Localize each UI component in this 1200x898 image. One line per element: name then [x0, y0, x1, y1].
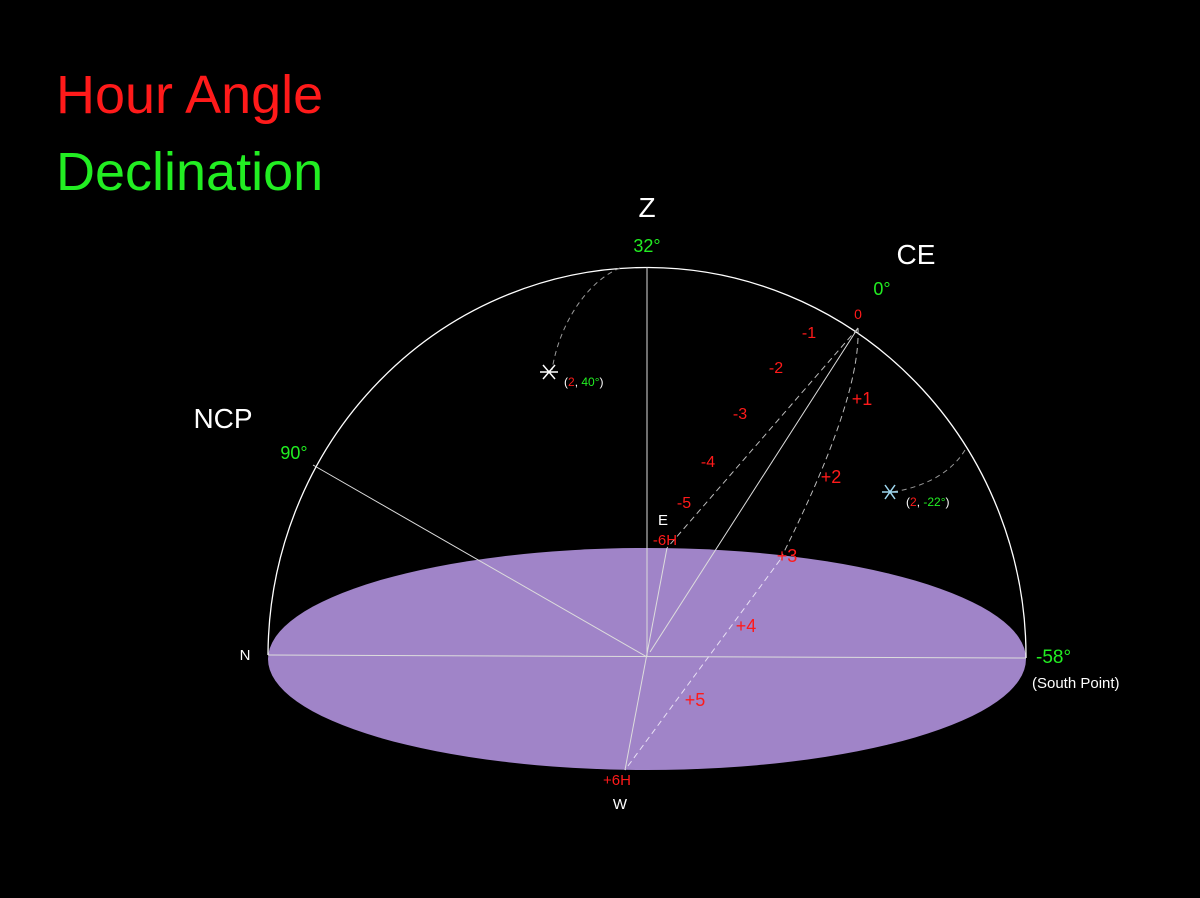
hour-label: +1 — [852, 389, 873, 409]
hour-label: +6H — [603, 772, 631, 789]
star-label-part: , — [917, 495, 924, 509]
hour-label: -3 — [733, 406, 747, 423]
hour-label: -6H — [653, 532, 677, 549]
hour-label: 0 — [854, 306, 862, 322]
star-label-part: ) — [946, 495, 950, 509]
hour-label: +5 — [685, 690, 706, 710]
point-label: W — [613, 796, 628, 813]
title-line: Hour Angle — [56, 65, 323, 125]
equator-axis — [649, 327, 859, 653]
star-marker — [540, 364, 558, 380]
east-west-line — [624, 547, 668, 771]
point-label: N — [240, 647, 251, 664]
star-hour: 2 — [910, 495, 917, 509]
star-hour: 2 — [568, 375, 575, 389]
hour-label: +2 — [821, 467, 842, 487]
declination-label: 32° — [633, 236, 660, 256]
hour-label: -1 — [802, 325, 816, 342]
star-declination: 40° — [581, 375, 599, 389]
point-label: CE — [897, 239, 936, 270]
hour-marks: 0 -1 -2 -3 -4 -5 +1 +2 +3 +4 +5 — [677, 306, 872, 710]
point-label: E — [658, 512, 668, 529]
declination-label: 0° — [873, 279, 890, 299]
horizon-plane — [268, 548, 1026, 770]
hour-label: -5 — [677, 495, 691, 512]
declination-label: 90° — [280, 443, 307, 463]
hour-label: +3 — [777, 546, 798, 566]
rising-path — [666, 327, 859, 549]
hour-label: -4 — [701, 454, 715, 471]
star-label-part: ( — [564, 375, 568, 389]
setting-path — [779, 327, 859, 561]
meridian-line — [267, 654, 1027, 659]
point-label: (South Point) — [1032, 675, 1120, 692]
point-label: Z — [638, 192, 655, 223]
star-path — [551, 267, 621, 371]
star-label-part: ( — [906, 495, 910, 509]
star-marker — [882, 484, 898, 500]
celestial-dome — [267, 266, 1027, 659]
star-declination: -22° — [923, 495, 945, 509]
setting-path-below — [624, 559, 781, 771]
title-line: Declination — [56, 142, 323, 202]
star-label-part: ) — [600, 375, 604, 389]
star-label-part: , — [575, 375, 582, 389]
polar-axis — [312, 464, 648, 658]
lines — [267, 267, 1027, 771]
declination-label: -58° — [1036, 647, 1071, 668]
hour-label: +4 — [736, 616, 757, 636]
hour-label: -2 — [769, 360, 783, 377]
point-label: NCP — [193, 403, 252, 434]
star-label: (2, 40°) — [564, 375, 604, 389]
star-label: (2, -22°) — [906, 495, 950, 509]
